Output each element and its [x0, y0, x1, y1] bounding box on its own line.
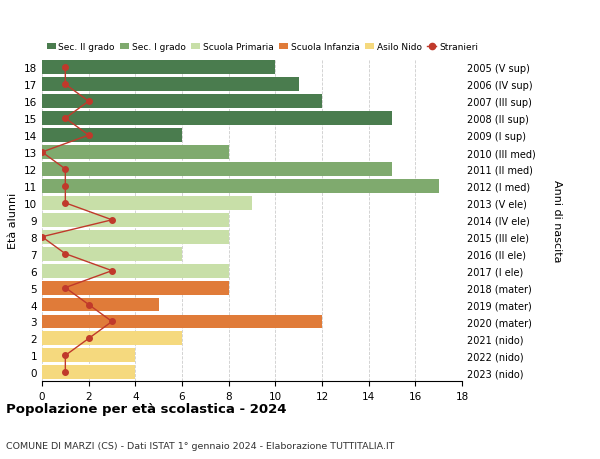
- Bar: [42, 95, 322, 109]
- Bar: [42, 315, 322, 329]
- Bar: [42, 349, 136, 363]
- Y-axis label: Anni di nascita: Anni di nascita: [552, 179, 562, 262]
- Bar: [42, 179, 439, 193]
- Bar: [42, 196, 252, 210]
- Bar: [42, 162, 392, 177]
- Bar: [42, 247, 182, 261]
- Bar: [42, 78, 299, 92]
- Bar: [42, 298, 158, 312]
- Text: COMUNE DI MARZI (CS) - Dati ISTAT 1° gennaio 2024 - Elaborazione TUTTITALIA.IT: COMUNE DI MARZI (CS) - Dati ISTAT 1° gen…: [6, 441, 395, 450]
- Bar: [42, 230, 229, 244]
- Y-axis label: Età alunni: Età alunni: [8, 192, 19, 248]
- Bar: [42, 332, 182, 346]
- Bar: [42, 365, 136, 380]
- Text: Popolazione per età scolastica - 2024: Popolazione per età scolastica - 2024: [6, 403, 287, 415]
- Bar: [42, 61, 275, 75]
- Bar: [42, 129, 182, 143]
- Bar: [42, 281, 229, 295]
- Bar: [42, 264, 229, 278]
- Bar: [42, 112, 392, 126]
- Bar: [42, 146, 229, 160]
- Legend: Sec. II grado, Sec. I grado, Scuola Primaria, Scuola Infanzia, Asilo Nido, Stran: Sec. II grado, Sec. I grado, Scuola Prim…: [47, 43, 478, 52]
- Bar: [42, 213, 229, 227]
